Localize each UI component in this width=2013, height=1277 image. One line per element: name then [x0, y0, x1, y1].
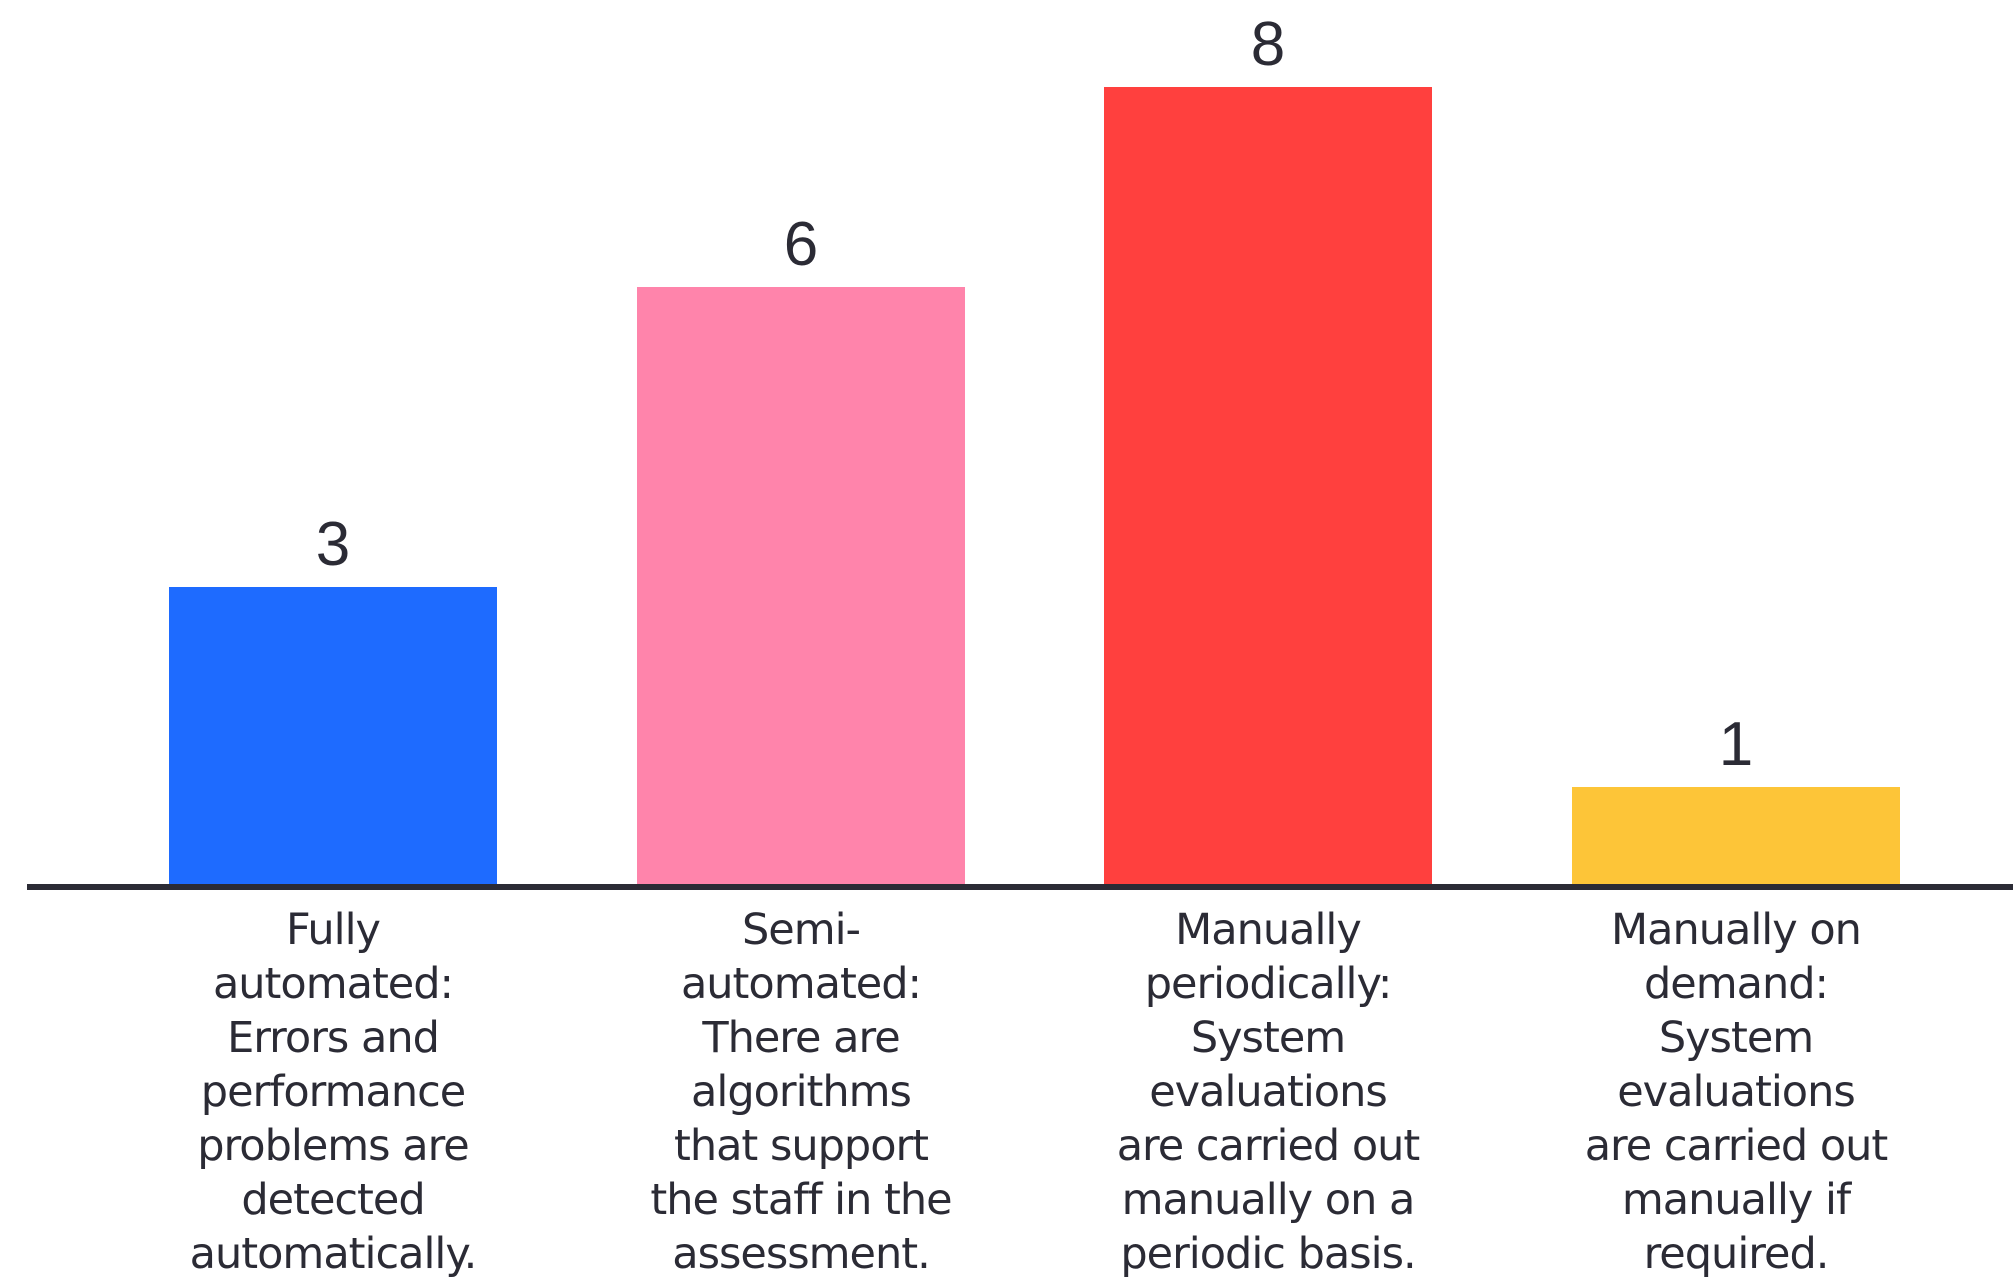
category-label-line: are carried out	[1117, 1121, 1420, 1171]
category-label-line: Manually on	[1611, 905, 1861, 955]
category-label-line: problems are	[197, 1121, 469, 1171]
category-label-line: evaluations	[1617, 1067, 1855, 1117]
category-label-line: automated:	[213, 959, 453, 1009]
category-label-line: algorithms	[691, 1067, 911, 1117]
category-label-line: automatically.	[190, 1229, 477, 1277]
category-label-line: demand:	[1644, 959, 1828, 1009]
category-label-line: performance	[201, 1067, 465, 1117]
category-label-line: There are	[701, 1013, 899, 1063]
bar-1	[169, 587, 497, 887]
category-label-3: Manually periodically: System evaluations ar…	[1117, 905, 1420, 1277]
bars	[169, 87, 1900, 887]
category-label-line: Semi-	[742, 905, 860, 955]
data-labels: 3 6 8 1	[316, 10, 1753, 779]
category-label-line: Errors and	[227, 1013, 439, 1063]
category-label-line: detected	[241, 1175, 424, 1225]
category-label-4: Manually on demand: System evaluations are c…	[1585, 905, 1888, 1277]
category-label-line: manually on a	[1122, 1175, 1415, 1225]
data-label-1: 3	[316, 510, 350, 579]
data-label-3: 8	[1251, 10, 1285, 79]
category-label-2: Semi-automated: There are algorithms that s…	[650, 905, 951, 1277]
category-label-line: assessment.	[672, 1229, 930, 1277]
category-label-line: the staff in the	[650, 1175, 951, 1225]
bar-2	[637, 287, 965, 887]
data-label-4: 1	[1719, 710, 1753, 779]
category-label-line: System	[1191, 1013, 1345, 1063]
category-label-line: periodically:	[1145, 959, 1392, 1009]
category-label-line: periodic basis.	[1120, 1229, 1415, 1277]
category-label-line: required.	[1644, 1229, 1829, 1277]
bar-4	[1572, 787, 1900, 887]
category-label-line: Fully	[286, 905, 381, 955]
category-label-line: evaluations	[1149, 1067, 1387, 1117]
category-label-1: Fully automated: Errors and performance prob…	[190, 905, 477, 1277]
category-labels: Fully automated: Errors and performance prob…	[190, 905, 1889, 1277]
category-label-line: System	[1659, 1013, 1813, 1063]
category-label-line: manually if	[1622, 1175, 1852, 1225]
data-label-2: 6	[784, 210, 818, 279]
category-label-line: Manually	[1175, 905, 1361, 955]
bar-3	[1104, 87, 1432, 887]
category-label-line: are carried out	[1585, 1121, 1888, 1171]
category-label-line: automated:	[681, 959, 921, 1009]
category-label-line: that support	[674, 1121, 928, 1171]
